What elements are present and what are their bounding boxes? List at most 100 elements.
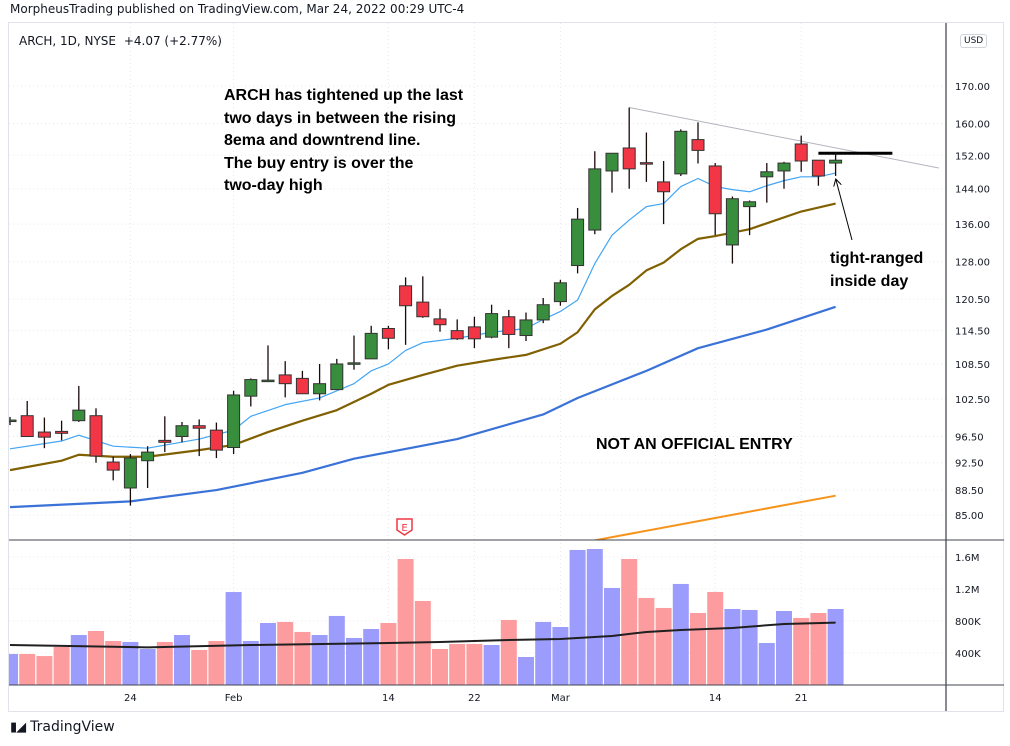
volume-bar (432, 649, 448, 685)
note-line: tight-ranged (830, 250, 924, 267)
volume-bar (397, 559, 414, 685)
volume-bar (672, 583, 689, 685)
axes: 170.00 160.00 152.00 144.00 136.00 128.00 120.… (124, 82, 990, 704)
volume-bar (741, 609, 758, 685)
volume-bar (156, 641, 173, 685)
volume-bar (535, 621, 552, 685)
volume-bar (552, 627, 569, 685)
candle-body (485, 313, 499, 338)
disclaimer-annotation: NOT AN OFFICIAL ENTRY (596, 436, 793, 453)
volume-bar (19, 653, 36, 685)
volume-bar (638, 597, 655, 685)
price-tick-label: 92.50 (955, 459, 984, 470)
note-line: The buy entry is over the (224, 154, 414, 172)
volume-bar (707, 591, 724, 685)
price-tick-label: 152.00 (955, 151, 990, 162)
time-tick-label: 22 (468, 693, 481, 704)
volume-bar (827, 609, 844, 685)
candle-body (209, 429, 223, 451)
volume-bar (655, 607, 672, 685)
candle-body (760, 171, 774, 178)
volume-bar (174, 635, 190, 685)
candle-body (313, 383, 327, 395)
candle-body (295, 377, 309, 395)
candle-body (691, 139, 705, 151)
candle-body (588, 168, 602, 231)
earnings-marker[interactable]: E (396, 518, 413, 536)
candle-body (829, 159, 843, 164)
candle-body (381, 327, 395, 339)
footer-brand[interactable]: ▮◢ TradingView (10, 719, 115, 735)
volume-bar (346, 637, 362, 685)
volume-bar (208, 641, 225, 685)
volume-tick-label: 400K (955, 649, 981, 660)
volume-bar (586, 549, 603, 685)
price-tick-label: 96.50 (955, 433, 984, 444)
volume-bar (363, 629, 380, 685)
candle-body (347, 362, 361, 365)
note-line: inside day (830, 272, 909, 290)
candle-body (330, 363, 344, 391)
note-line: two-day high (224, 177, 323, 194)
earnings-label: E (401, 523, 407, 534)
candle-body (416, 301, 430, 318)
candle-body (450, 330, 464, 340)
volume-bar (242, 641, 259, 685)
volume-bar (122, 641, 139, 685)
volume-bar (277, 621, 294, 685)
candle-body (605, 152, 619, 172)
candle-body (502, 316, 516, 335)
candle-body (123, 457, 137, 489)
volume-bar (294, 631, 311, 685)
volume-bar (88, 631, 104, 685)
candle-body (141, 451, 155, 462)
volume-bar (690, 613, 706, 685)
volume-bar (328, 615, 345, 685)
candle-body (725, 198, 739, 246)
brand-name: TradingView (30, 719, 115, 735)
time-tick-label: 21 (795, 693, 808, 704)
note-line: ARCH has tightened up the last (224, 87, 464, 104)
chart-frame (8, 22, 1004, 712)
candle-body (433, 318, 447, 326)
volume-bar (621, 559, 638, 685)
volume-tick-label: 1.2M (955, 585, 980, 596)
currency-badge[interactable]: USD (960, 34, 988, 48)
price-tick-label: 136.00 (955, 220, 990, 231)
volume-bar (483, 645, 500, 685)
candle-body (227, 394, 241, 449)
candle-body (519, 319, 533, 337)
candle-body (553, 282, 567, 303)
chart-legend[interactable]: ARCH, 1D, NYSE +4.07 (+2.77%) (19, 34, 222, 48)
candle-body (20, 415, 34, 438)
candle-body (674, 130, 688, 175)
candle-body (622, 147, 636, 170)
price-tick-label: 88.50 (955, 486, 984, 497)
volume-ma-line (9, 621, 836, 649)
legend-symbol: ARCH, 1D, NYSE (19, 34, 116, 48)
note-line: two days in between the rising (224, 109, 457, 127)
candle-body (244, 379, 258, 397)
candle-body (811, 159, 825, 177)
candle-body (37, 431, 51, 438)
candle-body (399, 285, 413, 307)
ma-line-ma200 (594, 494, 836, 540)
volume-bar (225, 592, 242, 685)
volume-bar (793, 617, 810, 685)
price-tick-label: 108.50 (955, 360, 990, 371)
volume-tick-label: 800K (955, 617, 981, 628)
volume-bar (500, 619, 517, 685)
volume-bar (139, 649, 156, 685)
time-tick-label: Feb (225, 693, 243, 704)
volume-bar (518, 657, 534, 685)
candle-body (743, 201, 757, 208)
candle-body (9, 419, 17, 423)
volume-tick-label: 1.6M (955, 553, 980, 564)
volume-bar (380, 623, 397, 685)
time-tick-label: 14 (382, 693, 395, 704)
publisher-caption: MorpheusTrading published on TradingView… (10, 2, 465, 16)
ma-line-ma21 (9, 202, 836, 472)
candle-body (72, 409, 86, 422)
candle-body (364, 332, 378, 360)
